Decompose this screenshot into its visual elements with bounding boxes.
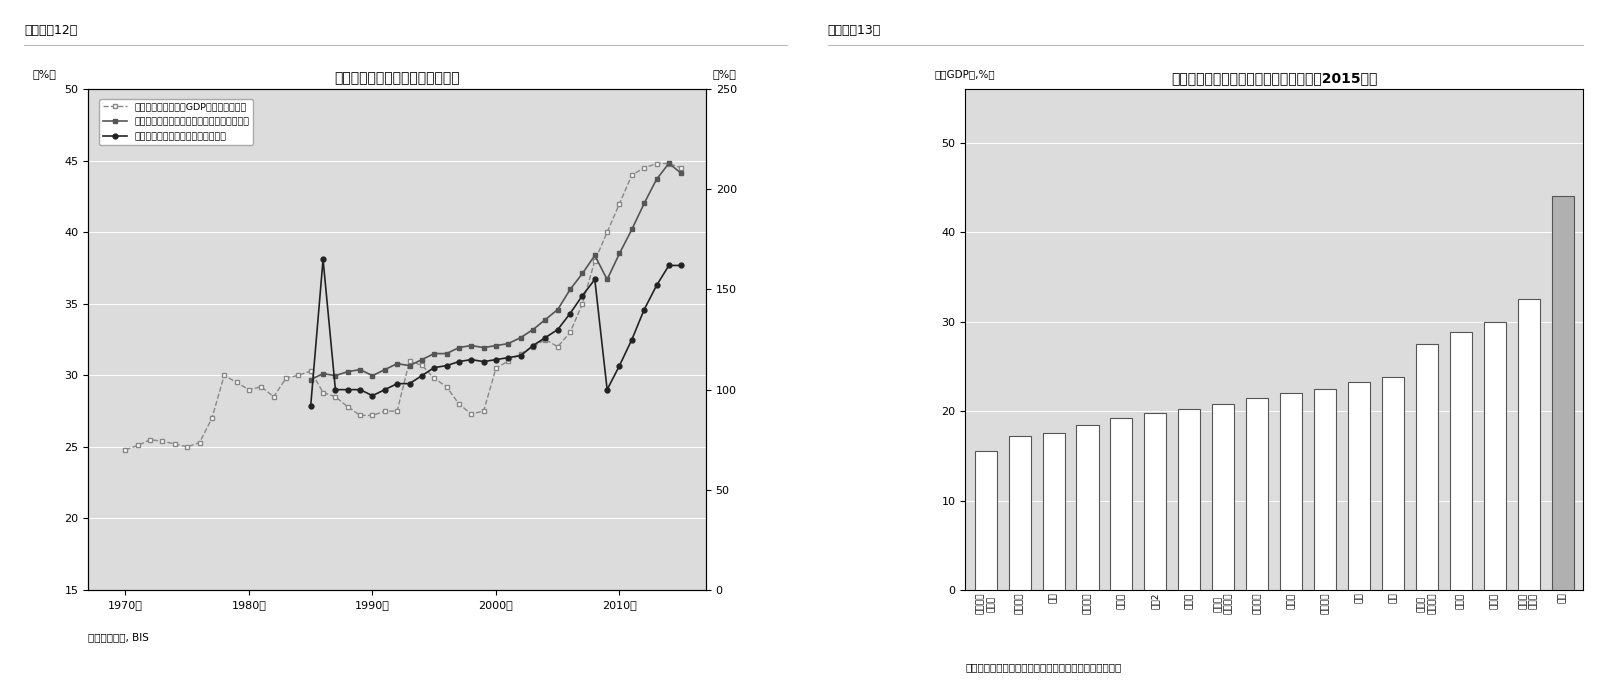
Text: （図表－13）: （図表－13）: [828, 24, 881, 37]
Bar: [1517, 299, 1540, 590]
Bar: [1077, 425, 1099, 590]
Legend: 総固定資本形成（対GDP比、左目盛り）, 民間非金融セクターの債務残高（右目盛り）, 非金融企業の債務残高（右目盛り）: 総固定資本形成（対GDP比、左目盛り）, 民間非金融セクターの債務残高（右目盛り…: [100, 99, 252, 145]
Bar: [1110, 418, 1133, 590]
Text: （対GDP比,%）: （対GDP比,%）: [934, 69, 995, 79]
Text: （%）: （%）: [32, 69, 56, 79]
Bar: [1382, 377, 1405, 590]
Bar: [1144, 413, 1167, 590]
Bar: [1416, 344, 1438, 590]
Text: （%）: （%）: [712, 69, 736, 79]
Text: （資料）国連, BIS: （資料）国連, BIS: [88, 632, 149, 642]
Bar: [1009, 436, 1030, 590]
Bar: [1043, 434, 1064, 590]
Bar: [975, 451, 996, 590]
Bar: [1551, 196, 1573, 590]
Bar: [1178, 410, 1200, 590]
Bar: [1450, 333, 1472, 590]
Text: （図表－12）: （図表－12）: [24, 24, 77, 37]
Bar: [1483, 322, 1506, 590]
Bar: [1281, 393, 1302, 590]
Bar: [1212, 404, 1234, 590]
Title: 中国の投資比率と債務残高の推移: 中国の投資比率と債務残高の推移: [334, 71, 460, 85]
Bar: [1315, 389, 1335, 590]
Bar: [1348, 383, 1371, 590]
Title: 世界の投資（総固定資本形成）の比率（2015年）: 世界の投資（総固定資本形成）の比率（2015年）: [1172, 71, 1377, 85]
Bar: [1245, 398, 1268, 590]
Text: （資料）国連のデータを元にニッセイ基礎研究所で作成: （資料）国連のデータを元にニッセイ基礎研究所で作成: [966, 662, 1122, 672]
